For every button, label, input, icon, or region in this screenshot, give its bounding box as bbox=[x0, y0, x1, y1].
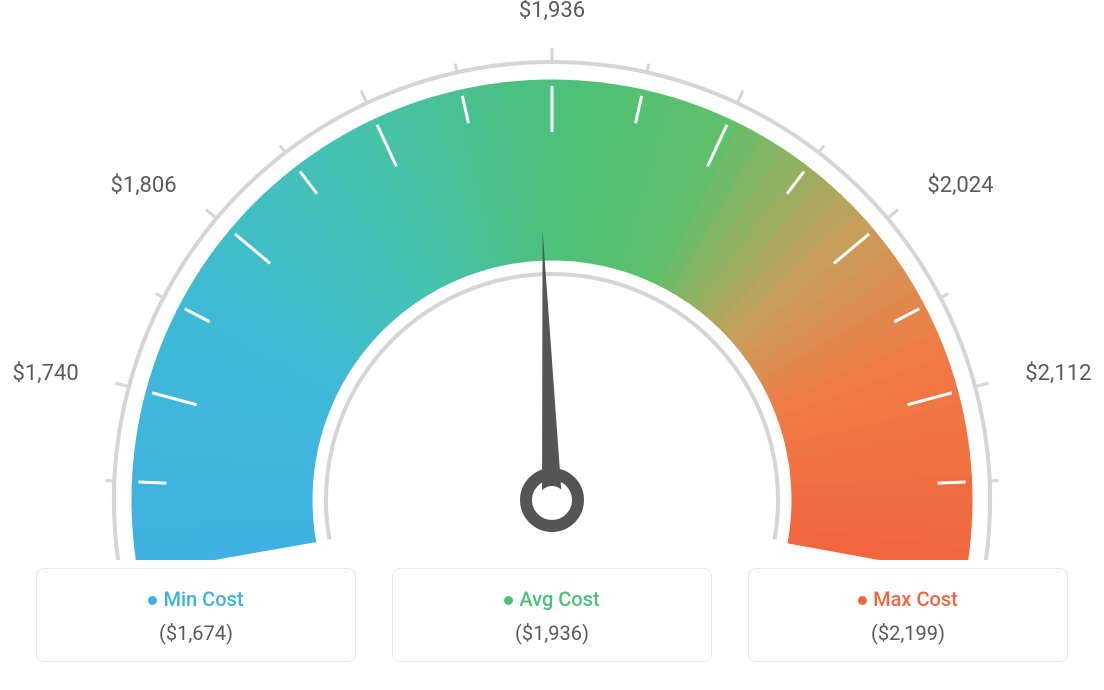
legend-card-max: Max Cost ($2,199) bbox=[748, 568, 1068, 662]
legend-dot-avg bbox=[504, 596, 513, 605]
gauge-tick-label: $1,740 bbox=[13, 361, 79, 386]
gauge-tick-label: $1,936 bbox=[519, 0, 585, 23]
legend-card-min: Min Cost ($1,674) bbox=[36, 568, 356, 662]
gauge-needle bbox=[542, 230, 562, 500]
legend-dot-min bbox=[148, 596, 157, 605]
gauge-svg: $1,674$1,740$1,806$1,936$2,024$2,112$2,1… bbox=[0, 0, 1104, 560]
legend-title-avg: Avg Cost bbox=[403, 587, 701, 611]
legend-label-avg: Avg Cost bbox=[519, 587, 599, 611]
legend-value-min: ($1,674) bbox=[47, 621, 345, 645]
legend-title-max: Max Cost bbox=[759, 587, 1057, 611]
legend-row: Min Cost ($1,674) Avg Cost ($1,936) Max … bbox=[0, 568, 1104, 662]
legend-title-min: Min Cost bbox=[47, 587, 345, 611]
legend-value-max: ($2,199) bbox=[759, 621, 1057, 645]
gauge-chart: $1,674$1,740$1,806$1,936$2,024$2,112$2,1… bbox=[0, 0, 1104, 560]
legend-label-max: Max Cost bbox=[873, 587, 958, 611]
gauge-tick-label: $1,806 bbox=[110, 173, 176, 198]
gauge-tick-label: $2,024 bbox=[927, 173, 993, 198]
legend-dot-max bbox=[858, 596, 867, 605]
legend-value-avg: ($1,936) bbox=[403, 621, 701, 645]
legend-card-avg: Avg Cost ($1,936) bbox=[392, 568, 712, 662]
gauge-tick-label: $2,112 bbox=[1025, 361, 1091, 386]
legend-label-min: Min Cost bbox=[163, 587, 243, 611]
